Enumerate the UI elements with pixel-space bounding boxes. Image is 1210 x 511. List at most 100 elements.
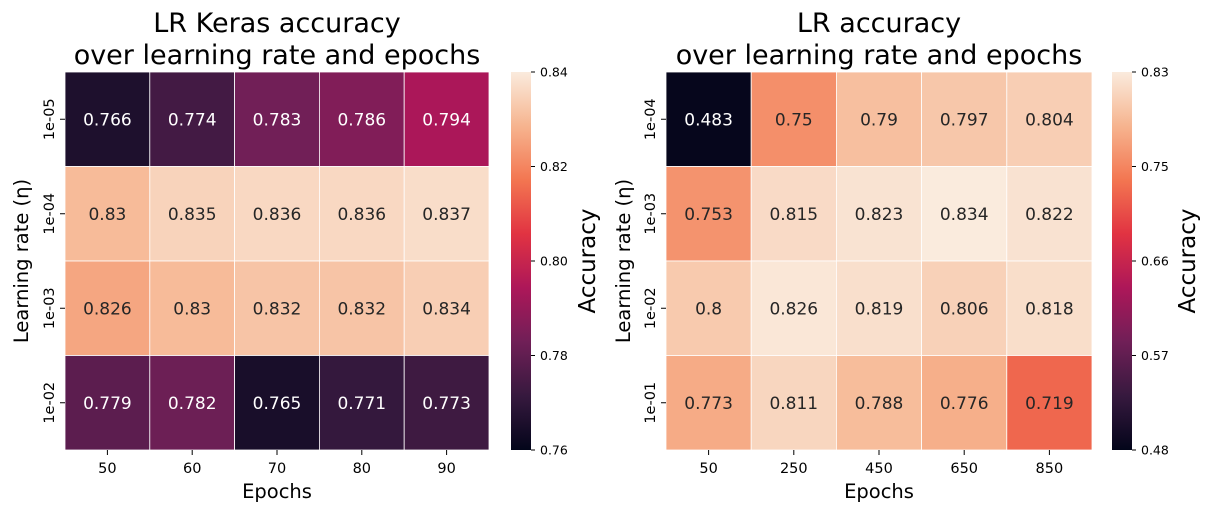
heatmap-cell [149,260,236,356]
x-tick-label: 80 [353,461,371,477]
x-tick-label: 60 [183,461,201,477]
cell-value-label: 0.804 [1025,110,1074,130]
chart-title-line: over learning rate and epochs [676,40,1083,71]
heatmap-cell [64,166,151,262]
cell-value-label: 0.83 [88,205,126,225]
heatmap-cell [750,260,837,356]
cell-value-label: 0.771 [337,394,386,414]
x-tick-label: 450 [865,461,893,477]
cell-value-label: 0.823 [855,205,904,225]
x-tick-label: 50 [98,461,116,477]
cell-value-label: 0.834 [940,205,989,225]
x-tick-label: 90 [437,461,455,477]
heatmap-cell [403,355,490,451]
cell-value-label: 0.811 [769,394,818,414]
cell-value-label: 0.786 [337,110,386,130]
cell-value-label: 0.822 [1025,205,1074,225]
colorbar-tick-label: 0.83 [1141,65,1169,80]
heatmap-cell [234,71,320,167]
y-tick-label: 1e-02 [643,287,659,329]
heatmap-cell [403,71,490,167]
chart-title-line: over learning rate and epochs [74,40,481,71]
cell-value-label: 0.832 [337,299,386,319]
heatmap-cell [318,71,405,167]
cell-value-label: 0.837 [422,205,471,225]
cell-value-label: 0.835 [168,205,217,225]
colorbar-tick-label: 0.57 [1141,348,1169,363]
heatmap-cell [234,355,320,451]
colorbar-label: Accuracy [575,208,601,313]
y-axis-label: Learning rate (η) [10,179,33,343]
heatmap-cell [836,260,923,356]
cell-value-label: 0.79 [860,110,898,130]
heatmap-cell [1006,71,1093,167]
cell-value-label: 0.788 [855,394,904,414]
heatmap-cell [403,260,490,356]
colorbar-tick-label: 0.66 [1141,254,1169,269]
colorbar-tick-label: 0.84 [540,65,568,80]
heatmap-cell [665,71,752,167]
heatmap-cell [921,71,1008,167]
y-tick-label: 1e-04 [42,193,58,235]
cell-value-label: 0.832 [253,299,302,319]
y-tick-label: 1e-01 [643,382,659,424]
heatmap-cell [318,260,405,356]
cell-value-label: 0.815 [769,205,818,225]
colorbar-tick-label: 0.80 [540,254,568,269]
cell-value-label: 0.826 [83,299,132,319]
heatmap-cell [403,166,490,262]
cell-value-label: 0.75 [775,110,813,130]
y-tick-label: 1e-03 [643,193,659,235]
heatmap-cell [750,71,837,167]
heatmap-cell [234,260,320,356]
cell-value-label: 0.774 [168,110,217,130]
cell-value-label: 0.719 [1025,394,1074,414]
cell-value-label: 0.83 [173,299,211,319]
cell-value-label: 0.783 [253,110,302,130]
x-axis-label: Epochs [844,480,914,503]
cell-value-label: 0.836 [253,205,302,225]
x-tick-label: 50 [699,461,717,477]
colorbar-label: Accuracy [1175,208,1201,313]
heatmap-cell [921,260,1008,356]
heatmap-cell [149,355,236,451]
x-axis-label: Epochs [242,480,312,503]
heatmap-cell [836,71,923,167]
y-tick-label: 1e-05 [42,98,58,140]
cell-value-label: 0.794 [422,110,471,130]
heatmap-cell [1006,355,1093,451]
colorbar-tick-label: 0.78 [540,348,568,363]
cell-value-label: 0.797 [940,110,989,130]
cell-value-label: 0.806 [940,299,989,319]
cell-value-label: 0.834 [422,299,471,319]
cell-value-label: 0.818 [1025,299,1074,319]
cell-value-label: 0.776 [940,394,989,414]
x-tick-label: 70 [268,461,286,477]
colorbar [1112,72,1132,450]
y-tick-label: 1e-03 [42,287,58,329]
cell-value-label: 0.765 [253,394,302,414]
x-tick-label: 250 [780,461,808,477]
y-axis-label: Learning rate (η) [612,179,635,343]
heatmap-cell [64,71,151,167]
chart-title-line: LR Keras accuracy [153,8,400,39]
cell-value-label: 0.782 [168,394,217,414]
cell-value-label: 0.773 [684,394,733,414]
cell-value-label: 0.836 [337,205,386,225]
x-tick-label: 850 [1036,461,1064,477]
x-tick-label: 650 [950,461,978,477]
heatmap-cell [750,166,837,262]
colorbar-tick-label: 0.76 [540,443,568,458]
heatmap-cell [1006,260,1093,356]
chart-title-line: LR accuracy [797,8,961,39]
heatmap-cell [921,166,1008,262]
cell-value-label: 0.826 [769,299,818,319]
cell-value-label: 0.819 [855,299,904,319]
cell-value-label: 0.766 [83,110,132,130]
heatmap-cell [149,71,236,167]
y-tick-label: 1e-02 [42,382,58,424]
cell-value-label: 0.753 [684,205,733,225]
heatmap-cell [836,166,923,262]
colorbar-tick-label: 0.48 [1141,443,1169,458]
